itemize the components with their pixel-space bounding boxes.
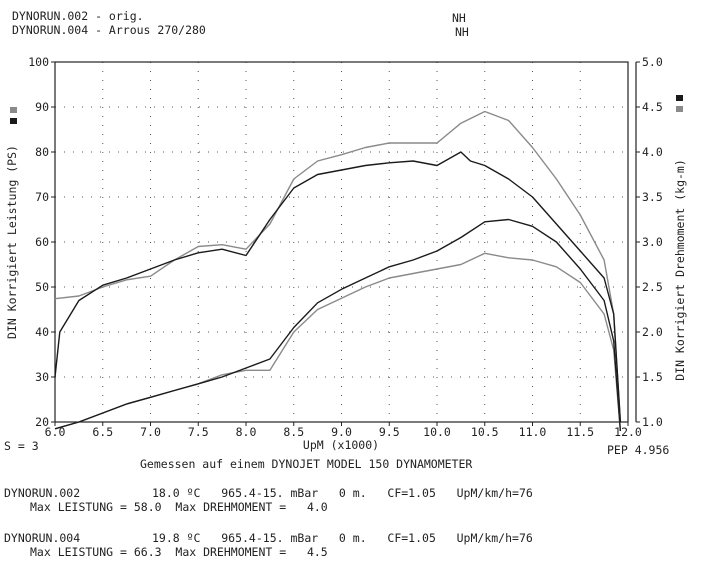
x-ticks: 6.0 6.5 7.0 7.5 8.0 8.5 9.0 9.5 10.0 10.5 11.0 11.5…: [45, 422, 642, 439]
y-right-tick-label: 4.5: [642, 100, 663, 114]
x-tick-label: 7.5: [188, 425, 209, 439]
run1-conditions: 18.0 ºC 965.4-15. mBar 0 m. CF=1.05 UpM/…: [152, 486, 533, 500]
x-tick-label: 6.5: [92, 425, 113, 439]
legend-swatch-right-2: [676, 106, 683, 112]
x-tick-label: 7.0: [140, 425, 161, 439]
y-tick-label: 30: [35, 370, 49, 384]
y-right-tick-label: 1.5: [642, 370, 663, 384]
y-right-tick-label: 2.5: [642, 280, 663, 294]
series-power-dynorun-004: [54, 218, 622, 432]
x-tick-label: 12.0: [614, 425, 642, 439]
run2-conditions: 19.8 ºC 965.4-15. mBar 0 m. CF=1.05 UpM/…: [152, 531, 533, 545]
y-right-tick-label: 4.0: [642, 145, 663, 159]
y-tick-label: 90: [35, 100, 49, 114]
y-right-tick-label: 1.0: [642, 415, 663, 429]
x-tick-label: 9.0: [331, 425, 352, 439]
left-marker: S = 3: [4, 439, 39, 453]
y-tick-label: 70: [35, 190, 49, 204]
y-ticks-right: 1.0 1.5 2.0 2.5 3.0 3.5 4.0 4.5 5.0: [636, 55, 663, 429]
y-axis-label-right: DIN Korrigiert Drehmoment (kg-m): [673, 159, 687, 381]
header-run1: DYNORUN.002 - orig.: [12, 9, 144, 23]
y-tick-label: 50: [35, 280, 49, 294]
chart-subtitle: Gemessen auf einem DYNOJET MODEL 150 DYN…: [140, 457, 473, 471]
series-torque-dynorun-002: [54, 110, 622, 423]
x-tick-label: 11.0: [519, 425, 547, 439]
x-tick-label: 8.5: [283, 425, 304, 439]
y-axis-label-left: DIN Korrigiert Leistung (PS): [5, 145, 19, 339]
legend-swatch-left-2: [10, 118, 17, 124]
x-axis-label: UpM (x1000): [303, 438, 379, 452]
grid: [55, 62, 628, 422]
right-marker: PEP 4.956: [607, 443, 670, 457]
run1-name: DYNORUN.002: [4, 486, 81, 500]
run1-max: Max LEISTUNG = 58.0 Max DREHMOMENT = 4.0: [30, 500, 328, 514]
y-right-tick-label: 3.0: [642, 235, 663, 249]
y-tick-label: 80: [35, 145, 49, 159]
x-tick-label: 8.0: [236, 425, 257, 439]
series-power-dynorun-002: [54, 252, 622, 432]
x-tick-label: 6.0: [45, 425, 66, 439]
x-tick-label: 10.5: [471, 425, 499, 439]
header-run2: DYNORUN.004 - Arrous 270/280: [12, 23, 206, 37]
y-right-tick-label: 3.5: [642, 190, 663, 204]
run2-max: Max LEISTUNG = 66.3 Max DREHMOMENT = 4.5: [30, 545, 328, 559]
series-lines: [54, 110, 622, 432]
x-tick-label: 11.5: [566, 425, 594, 439]
series-torque-dynorun-004: [54, 151, 622, 423]
y-ticks-left: 20 30 40 50 60 70 80 90 100: [28, 55, 55, 429]
y-tick-label: 60: [35, 235, 49, 249]
y-tick-label: 100: [28, 55, 49, 69]
header-nh2: NH: [455, 25, 469, 39]
y-right-tick-label: 5.0: [642, 55, 663, 69]
x-tick-label: 10.0: [423, 425, 451, 439]
legend-swatch-left-1: [10, 107, 17, 113]
legend-swatch-right-1: [676, 95, 683, 101]
x-tick-label: 9.5: [379, 425, 400, 439]
y-tick-label: 40: [35, 325, 49, 339]
y-tick-label: 20: [35, 415, 49, 429]
y-right-tick-label: 2.0: [642, 325, 663, 339]
header-nh1: NH: [452, 11, 466, 25]
run2-name: DYNORUN.004: [4, 531, 81, 545]
